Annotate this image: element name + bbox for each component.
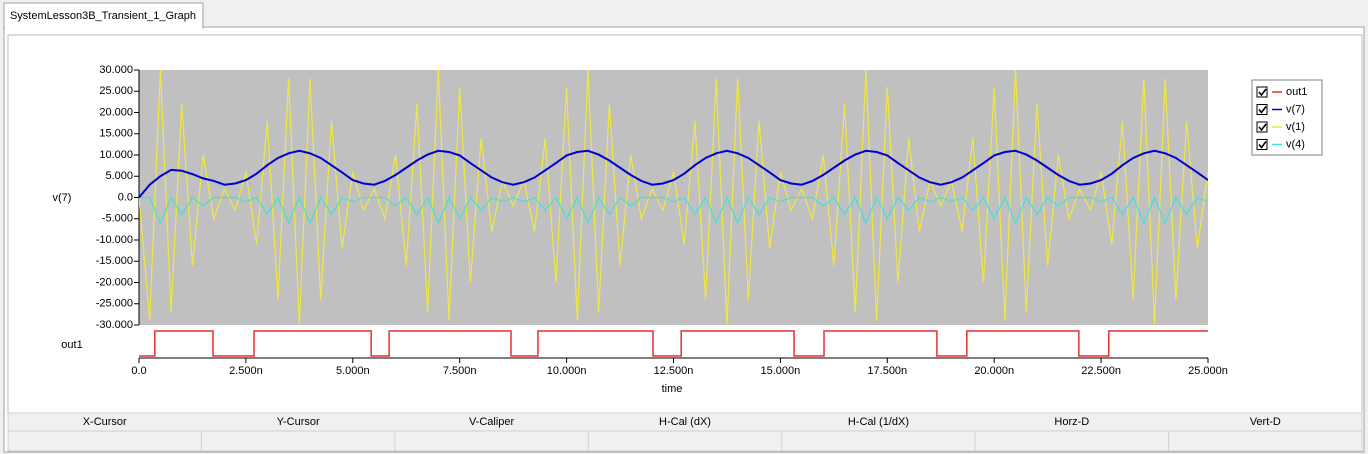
x-tick-label: 5.000n xyxy=(336,365,370,377)
legend-checkbox[interactable] xyxy=(1256,104,1268,115)
x-tick-label: 7.500n xyxy=(443,365,477,377)
y-tick-label: 10.000 xyxy=(99,149,133,161)
cursor-column-header: Horz-D xyxy=(1054,416,1089,428)
legend-check xyxy=(1258,141,1267,149)
legend-checkbox[interactable] xyxy=(1256,121,1268,133)
y-tick-label: -5.000 xyxy=(102,213,133,225)
legend-check xyxy=(1258,88,1267,97)
legend-label: out1 xyxy=(1286,86,1307,98)
x-tick-label: 12.500n xyxy=(654,365,694,377)
legend-checkbox[interactable] xyxy=(1256,139,1268,150)
x-axis-label: time xyxy=(662,383,683,395)
tab-title[interactable]: SystemLesson3B_Transient_1_Graph xyxy=(10,10,196,22)
x-tick-label: 15.000n xyxy=(761,365,801,377)
x-tick-label: 17.500n xyxy=(867,365,907,377)
y-tick-label: -25.000 xyxy=(96,298,133,310)
trace xyxy=(139,70,1208,325)
x-tick-label: 25.000n xyxy=(1188,365,1228,377)
x-tick-label: 22.500n xyxy=(1081,365,1121,377)
y-tick-label: -10.000 xyxy=(96,234,133,246)
legend-label: v(4) xyxy=(1286,138,1305,150)
cursor-column-header: Y-Cursor xyxy=(277,416,320,428)
cursor-column-header: H-Cal (1/dX) xyxy=(848,416,909,428)
tab[interactable] xyxy=(3,2,204,29)
x-tick-label: 10.000n xyxy=(547,365,587,377)
legend-check xyxy=(1258,106,1267,114)
legend-check xyxy=(1258,123,1267,132)
x-tick-label: 2.500n xyxy=(229,365,263,377)
digital-trace xyxy=(139,330,1208,357)
y-tick-label: 20.000 xyxy=(99,106,133,118)
digital-area xyxy=(139,327,1208,358)
y-tick-label: 25.000 xyxy=(99,85,133,97)
cursor-column-header: Vert-D xyxy=(1250,416,1281,428)
cursor-column-header: V-Caliper xyxy=(469,416,515,428)
legend-label: v(1) xyxy=(1286,121,1305,133)
trace xyxy=(139,195,1208,225)
y-tick-label: -20.000 xyxy=(96,276,133,288)
trace xyxy=(139,149,1208,199)
cursor-column-header: H-Cal (dX) xyxy=(659,416,711,428)
y-tick-label: 30.000 xyxy=(99,64,133,76)
y-tick-label: -15.000 xyxy=(96,255,133,267)
x-tick-label: 20.000n xyxy=(974,365,1014,377)
y-axis-label: v(7) xyxy=(53,192,72,204)
plot-area xyxy=(139,70,1208,325)
y-tick-label: 5.000 xyxy=(105,170,133,182)
digital-label: out1 xyxy=(61,339,82,351)
legend-label: v(7) xyxy=(1286,103,1305,115)
legend-checkbox[interactable] xyxy=(1256,86,1268,98)
y-tick-label: 0.0 xyxy=(118,191,133,203)
y-tick-label: -30.000 xyxy=(96,319,133,331)
x-tick-label: 0.0 xyxy=(131,365,146,377)
cursor-column-header: X-Cursor xyxy=(83,416,127,428)
legend: out1 v(7) v(1) v(4) xyxy=(1251,79,1323,156)
y-tick-label: 15.000 xyxy=(99,128,133,140)
tab-join xyxy=(5,26,202,29)
cursor-row xyxy=(7,430,1363,452)
